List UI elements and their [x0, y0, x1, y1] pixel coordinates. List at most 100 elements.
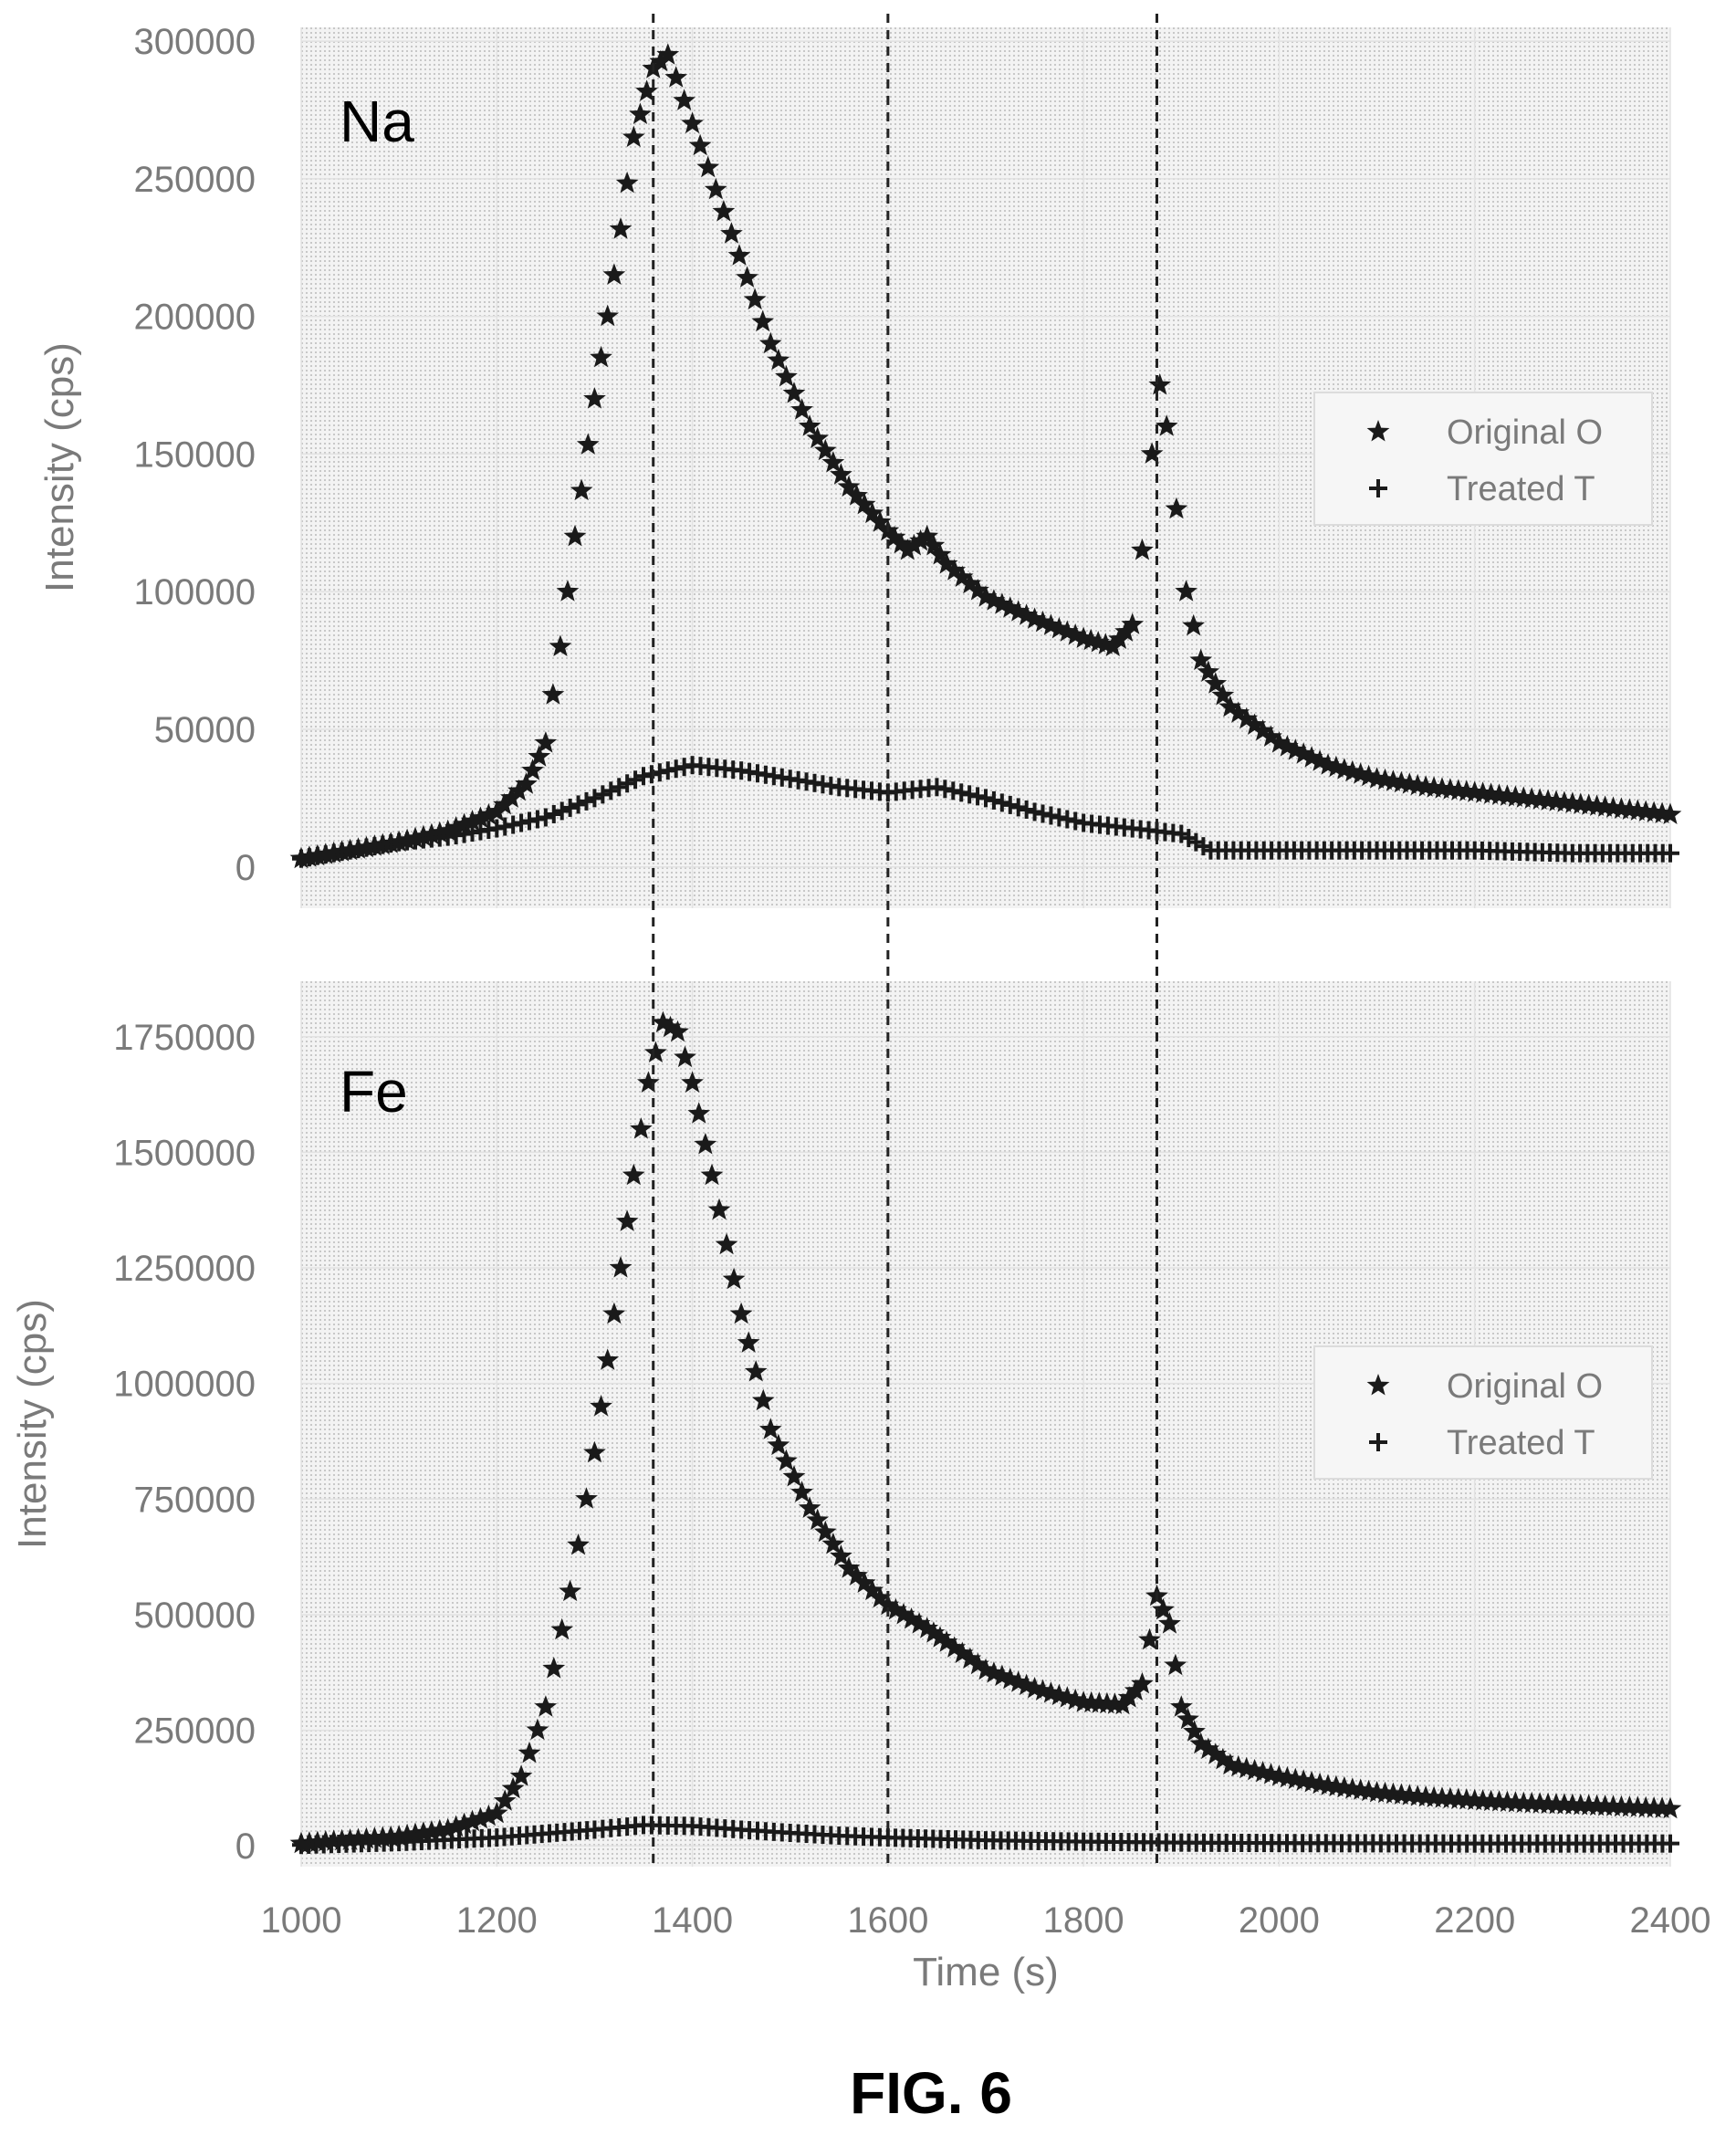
fe-y-tick-label: 1750000: [113, 1018, 256, 1058]
na-y-tick-label: 100000: [134, 572, 256, 612]
na-treated-point: [536, 808, 555, 827]
fe-original-point: [509, 1764, 533, 1786]
fe-original-point: [314, 1829, 338, 1852]
na-original-point: [868, 510, 892, 532]
na-original-point: [688, 133, 712, 156]
fe-legend-plus-icon: [1369, 1433, 1387, 1451]
fe-original-point: [1158, 1612, 1181, 1634]
fe-original-point: [674, 1045, 696, 1068]
na-original-point: [1015, 603, 1038, 625]
na-treated-point: [626, 770, 645, 790]
na-treated-point: [1058, 810, 1077, 829]
na-original-point: [830, 463, 852, 485]
fe-original-point: [707, 1198, 731, 1220]
fe-original-point: [652, 1010, 675, 1033]
fe-original-point: [845, 1564, 868, 1586]
na-treated-point: [1025, 802, 1044, 822]
na-original-point: [798, 414, 821, 436]
na-legend-star-marker: [1366, 420, 1390, 442]
fe-original-point: [322, 1829, 346, 1851]
na-original-point: [485, 800, 508, 822]
na-original-point: [895, 539, 919, 560]
fe-original-point: [990, 1664, 1014, 1686]
fe-original-point: [1658, 1796, 1682, 1819]
na-original-point: [635, 79, 658, 101]
fe-x-tick-label: 1600: [847, 1900, 928, 1941]
fe-original-point: [922, 1621, 946, 1643]
fe-y-tick-label: 750000: [134, 1480, 256, 1520]
na-original-point: [596, 304, 620, 327]
na-original-point: [1268, 731, 1291, 753]
na-original-point: [712, 200, 736, 222]
na-original-point: [493, 792, 516, 815]
na-y-axis-label: Intensity (cps): [37, 342, 82, 592]
fe-legend-star-icon: [1366, 1374, 1390, 1396]
fe-original-point: [935, 1630, 958, 1652]
fe-original-point: [1117, 1686, 1141, 1708]
na-original-point: [602, 263, 626, 285]
fe-original-point: [722, 1267, 746, 1290]
na-treated-point: [1017, 800, 1036, 819]
fe-original-point: [1169, 1695, 1193, 1717]
na-treated-point: [618, 774, 637, 793]
fe-original-point: [687, 1102, 711, 1124]
na-original-point: [751, 309, 775, 332]
fe-original-point: [999, 1667, 1022, 1690]
na-original-point: [515, 772, 538, 794]
na-original-point: [1189, 648, 1213, 671]
fe-series-treated: [292, 1816, 1679, 1855]
na-original-point: [1131, 539, 1154, 560]
na-original-point: [813, 438, 837, 461]
na-original-point: [1023, 607, 1046, 629]
fe-original-point: [347, 1827, 370, 1849]
na-original-point: [782, 382, 806, 403]
fe-original-point: [1211, 1747, 1235, 1770]
na-original-point: [1165, 497, 1188, 519]
fe-original-point: [1183, 1720, 1206, 1742]
fe-original-point: [943, 1636, 967, 1658]
na-original-point: [500, 786, 523, 808]
na-original-point: [758, 331, 782, 354]
na-original-point: [453, 812, 476, 834]
na-treated-point: [992, 793, 1011, 812]
na-legend-label-original: Original O: [1447, 413, 1603, 452]
na-original-point: [806, 426, 830, 449]
fe-x-tick-label: 2200: [1434, 1900, 1515, 1941]
na-legend-label-treated: Treated T: [1447, 470, 1595, 508]
na-original-point: [861, 501, 884, 524]
fe-original-point: [330, 1828, 353, 1851]
na-treated-point: [528, 810, 547, 829]
fe-original-point: [1189, 1732, 1213, 1754]
na-original-point: [967, 579, 989, 601]
na-treated-point: [560, 798, 580, 817]
na-original-point: [528, 745, 551, 767]
na-treated-point: [512, 813, 531, 832]
na-original-point: [837, 475, 861, 497]
fe-original-point: [622, 1163, 645, 1186]
na-original-point: [1227, 701, 1250, 723]
na-original-point: [1243, 713, 1266, 735]
fe-original-point: [737, 1331, 760, 1353]
na-original-point: [534, 731, 558, 753]
na-original-point: [461, 810, 484, 832]
na-original-point: [1204, 672, 1228, 694]
na-treated-point: [610, 778, 629, 797]
na-original-point: [1108, 627, 1131, 649]
na-original-point: [1114, 620, 1137, 642]
fe-panel-label: Fe: [340, 1059, 408, 1125]
na-treated-point: [1661, 843, 1679, 863]
fe-original-point: [666, 1020, 689, 1042]
fe-original-point: [485, 1801, 508, 1824]
fe-original-point: [775, 1449, 798, 1471]
fe-x-tick-labels: 1000 1200 1400 1600 1800 2000 2200 2400: [261, 1900, 1711, 1941]
na-legend-star-icon: [1366, 420, 1390, 442]
na-original-point: [570, 478, 593, 501]
na-y-tick-label: 200000: [134, 298, 256, 338]
fe-original-point: [982, 1661, 1006, 1683]
fe-legend: Original O Treated T: [1313, 1345, 1653, 1480]
fe-original-point: [659, 1015, 682, 1038]
fe-original-point: [1138, 1627, 1161, 1650]
fe-original-point: [428, 1818, 452, 1841]
fe-legend-box: [1313, 1345, 1653, 1480]
na-original-point: [1211, 684, 1235, 706]
